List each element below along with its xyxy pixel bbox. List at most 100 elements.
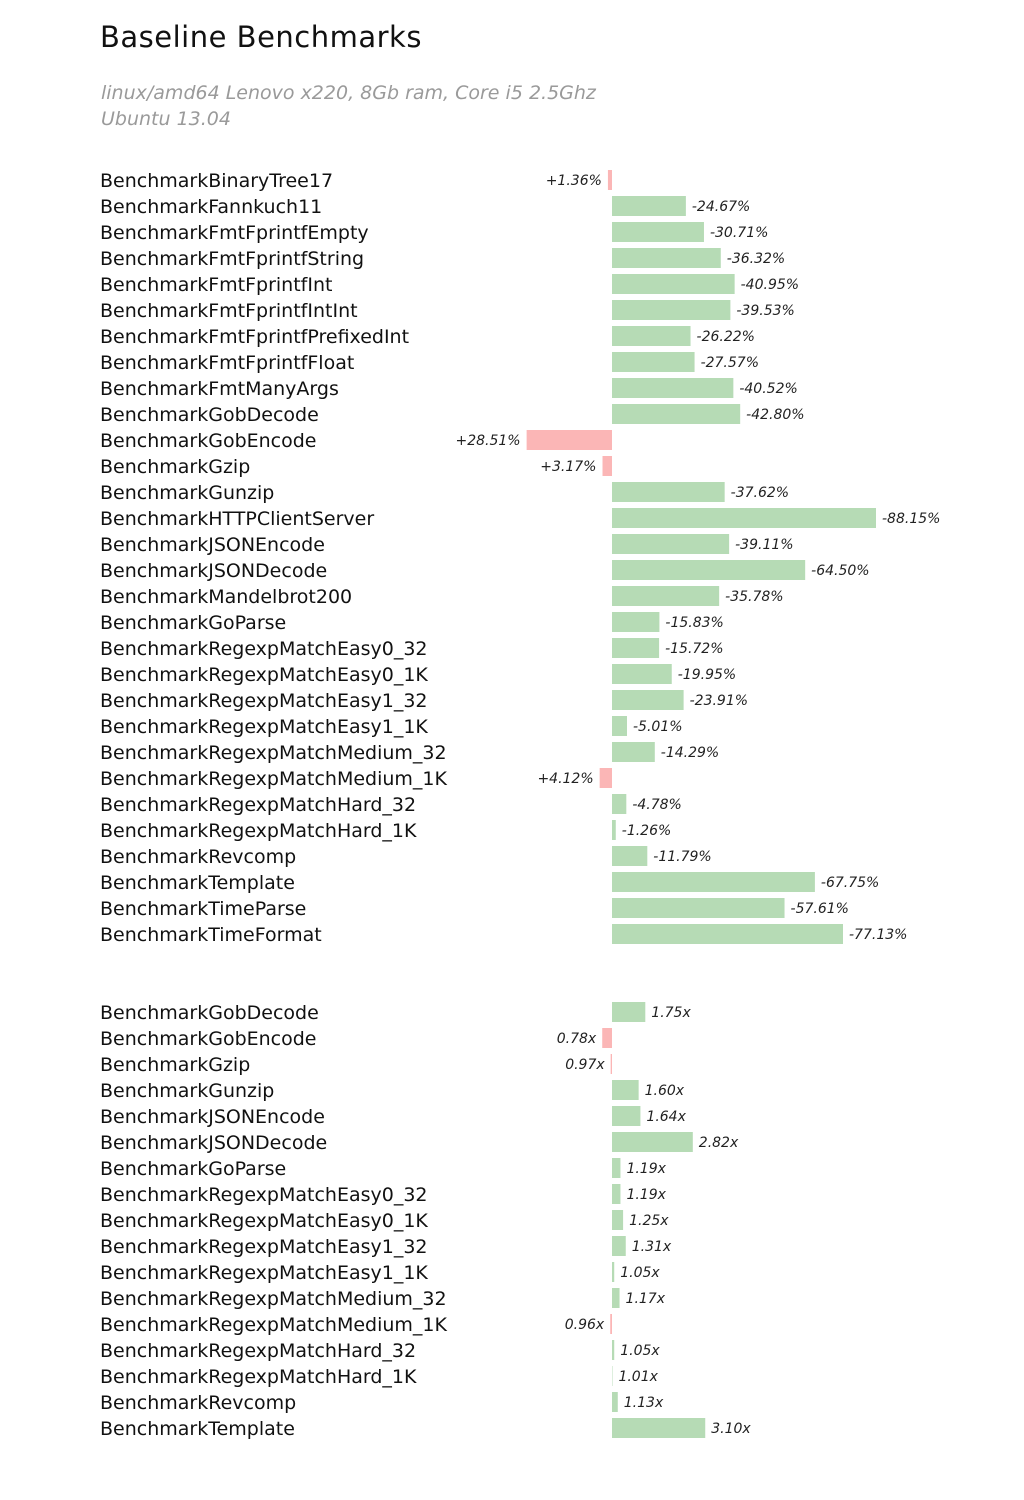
bar (612, 300, 731, 320)
value-label: 1.25x (629, 1213, 669, 1229)
value-label: 0.97x (565, 1057, 605, 1073)
benchmark-label: BenchmarkFmtFprintfInt (100, 274, 332, 296)
value-label: -4.78% (632, 797, 682, 813)
value-label: -15.83% (665, 615, 723, 631)
value-label: -11.79% (653, 849, 711, 865)
benchmark-label: BenchmarkRegexpMatchEasy0_1K (100, 664, 428, 686)
benchmark-label: BenchmarkRegexpMatchHard_1K (100, 1366, 417, 1388)
bar (612, 352, 695, 372)
bar (612, 1184, 621, 1204)
bar (612, 924, 843, 944)
value-label: -26.22% (697, 329, 755, 345)
benchmark-label: BenchmarkFmtFprintfFloat (100, 352, 354, 374)
bar (612, 196, 686, 216)
bar (612, 222, 704, 242)
benchmark-label: BenchmarkGzip (100, 456, 250, 478)
bar (612, 1340, 615, 1360)
value-label: +4.12% (537, 771, 593, 787)
bar (612, 872, 815, 892)
bar (607, 170, 612, 190)
subtitle-system: linux/amd64 Lenovo x220, 8Gb ram, Core i… (101, 82, 596, 104)
benchmark-label: BenchmarkRegexpMatchHard_32 (100, 1340, 416, 1362)
benchmark-label: BenchmarkFmtFprintfString (100, 248, 364, 270)
bar (602, 456, 612, 476)
bar (612, 820, 616, 840)
bar (612, 794, 627, 814)
benchmark-label: BenchmarkGobEncode (100, 430, 317, 452)
value-label: -30.71% (710, 225, 768, 241)
bar (612, 1132, 693, 1152)
value-label: 2.82x (699, 1135, 739, 1151)
bar (612, 326, 691, 346)
benchmark-label: BenchmarkHTTPClientServer (100, 508, 374, 530)
bar (612, 1262, 615, 1282)
benchmark-label: BenchmarkGobDecode (100, 1002, 319, 1024)
benchmark-label: BenchmarkJSONDecode (100, 560, 327, 582)
value-label: 1.75x (651, 1005, 691, 1021)
benchmark-label: BenchmarkGoParse (100, 612, 286, 634)
benchmark-label: BenchmarkJSONDecode (100, 1132, 327, 1154)
value-label: 1.19x (626, 1161, 666, 1177)
bar (612, 742, 655, 762)
bar (612, 1288, 620, 1308)
benchmark-label: BenchmarkRegexpMatchMedium_1K (100, 768, 448, 790)
benchmark-label: BenchmarkRevcomp (100, 846, 296, 868)
value-label: +28.51% (455, 433, 520, 449)
bar (612, 1418, 706, 1438)
benchmark-label: BenchmarkRegexpMatchEasy0_32 (100, 1184, 428, 1206)
value-label: -15.72% (665, 641, 723, 657)
benchmark-label: BenchmarkFmtFprintfIntInt (100, 300, 358, 322)
value-label: -39.53% (736, 303, 794, 319)
value-label: -5.01% (633, 719, 683, 735)
benchmark-label: BenchmarkTimeParse (100, 898, 306, 920)
bar (612, 482, 725, 502)
value-label: 0.78x (557, 1031, 597, 1047)
value-label: -35.78% (725, 589, 783, 605)
bar (612, 1210, 624, 1230)
value-label: -88.15% (882, 511, 940, 527)
benchmark-label: BenchmarkRegexpMatchEasy1_32 (100, 1236, 428, 1258)
bar (612, 586, 720, 606)
value-label: -64.50% (811, 563, 869, 579)
value-label: -39.11% (735, 537, 793, 553)
value-label: +3.17% (540, 459, 596, 475)
bar (612, 508, 876, 528)
value-label: +1.36% (546, 173, 602, 189)
bar (612, 560, 806, 580)
value-label: -37.62% (731, 485, 789, 501)
bar (599, 768, 612, 788)
benchmark-label: BenchmarkGobEncode (100, 1028, 317, 1050)
benchmark-label: BenchmarkTemplate (100, 1418, 295, 1440)
benchmark-label: BenchmarkMandelbrot200 (100, 586, 352, 608)
benchmark-label: BenchmarkGunzip (100, 482, 274, 504)
bar (612, 404, 741, 424)
benchmark-label: BenchmarkGobDecode (100, 404, 319, 426)
value-label: 1.19x (626, 1187, 666, 1203)
bar (612, 1236, 626, 1256)
bar (602, 1028, 612, 1048)
benchmark-label: BenchmarkJSONEncode (100, 1106, 325, 1128)
bar (526, 430, 612, 450)
value-label: -14.29% (661, 745, 719, 761)
bar (612, 1106, 641, 1126)
benchmark-label: BenchmarkBinaryTree17 (100, 170, 333, 192)
value-label: 1.01x (618, 1369, 658, 1385)
benchmark-label: BenchmarkTemplate (100, 872, 295, 894)
bar (612, 378, 734, 398)
bar (612, 1392, 618, 1412)
bar (612, 846, 648, 866)
value-label: -57.61% (791, 901, 849, 917)
bar (612, 664, 672, 684)
value-label: 1.05x (620, 1265, 660, 1281)
value-label: 1.13x (624, 1395, 664, 1411)
value-label: 1.17x (626, 1291, 666, 1307)
benchmark-label: BenchmarkFmtFprintfPrefixedInt (100, 326, 409, 348)
bar (612, 898, 785, 918)
value-label: -42.80% (746, 407, 804, 423)
bar (610, 1314, 612, 1334)
benchmark-label: BenchmarkRegexpMatchMedium_32 (100, 742, 447, 764)
bar (612, 638, 660, 658)
benchmark-label: BenchmarkGoParse (100, 1158, 286, 1180)
bar (612, 248, 721, 268)
